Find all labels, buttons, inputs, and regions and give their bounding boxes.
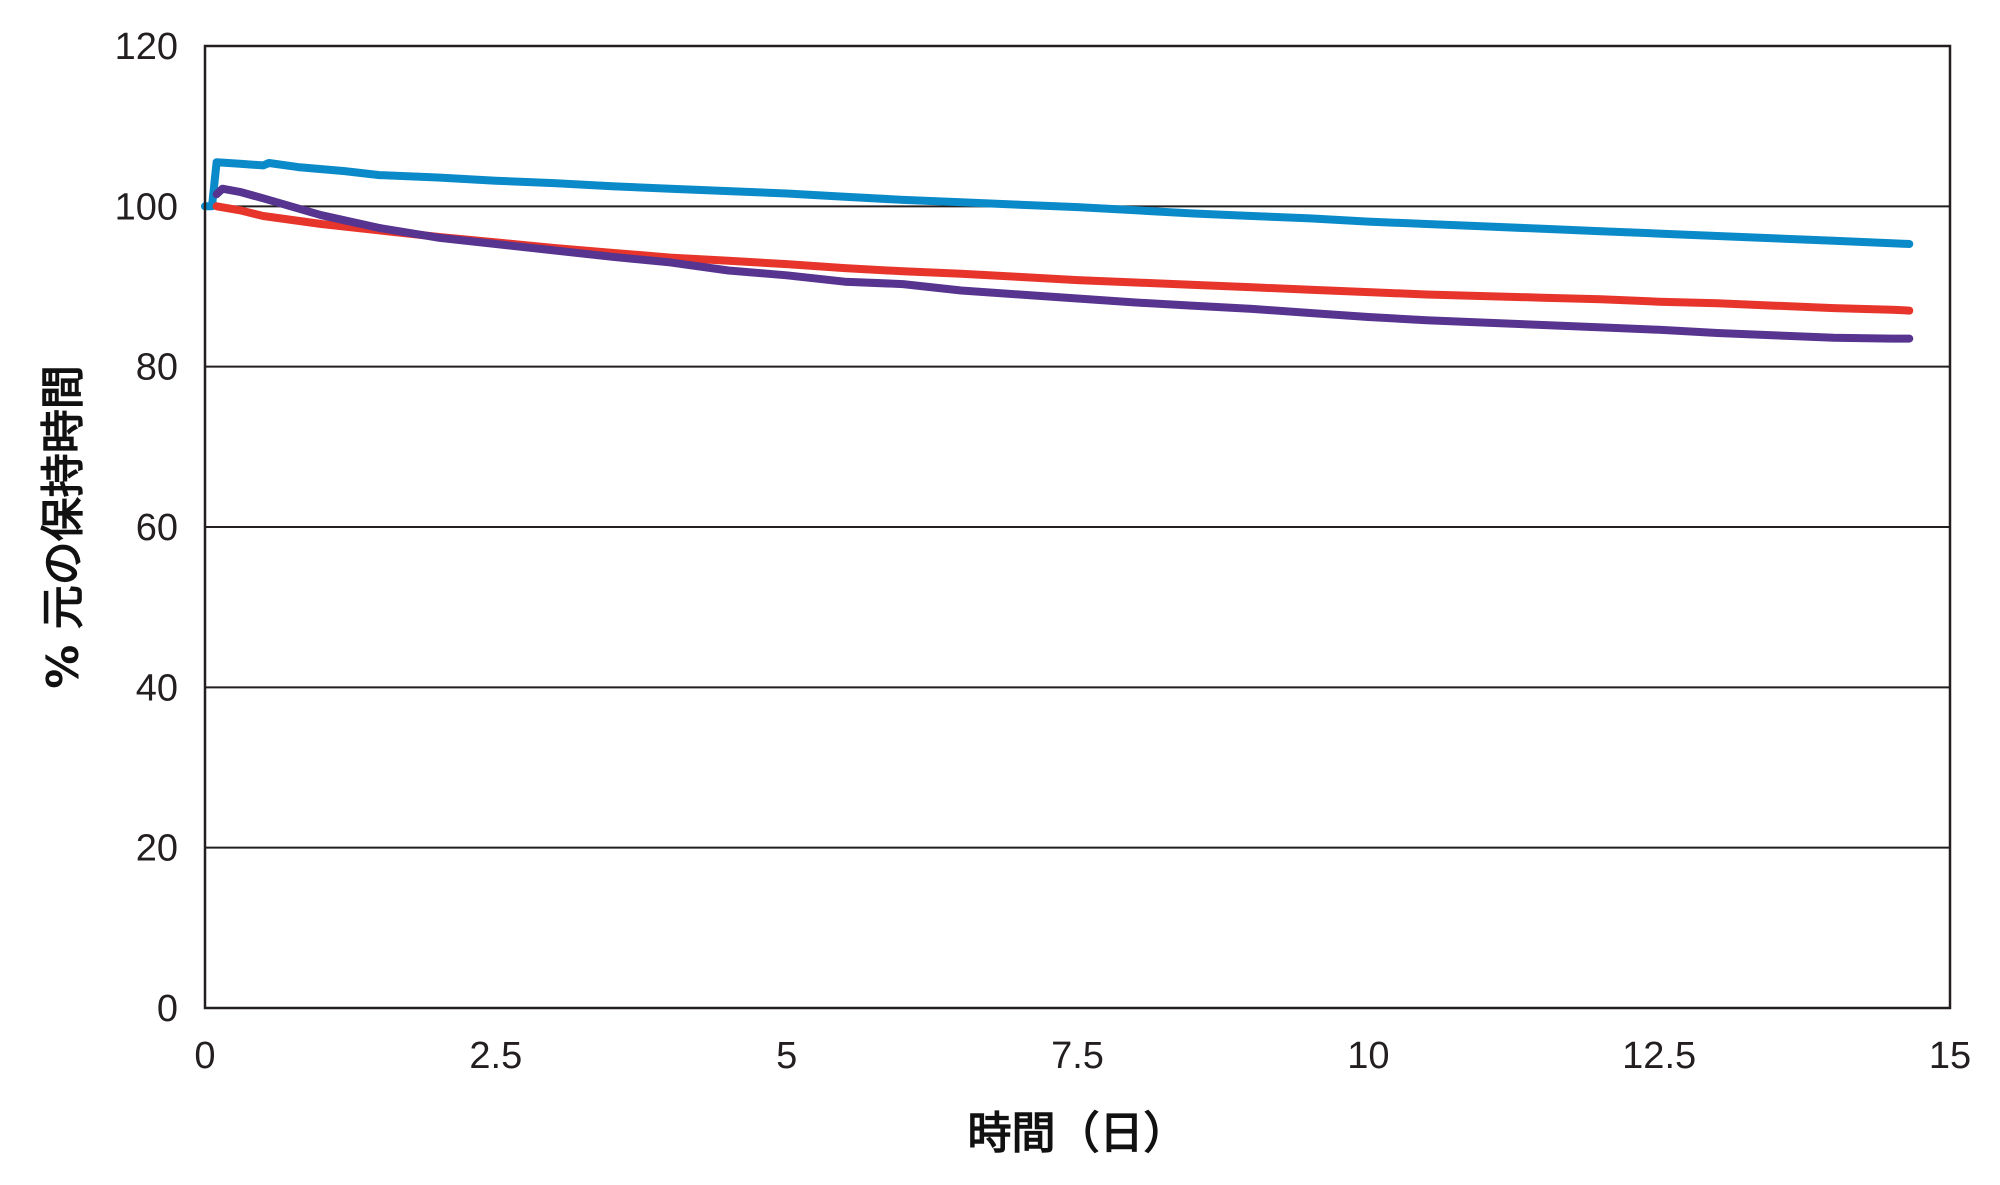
- y-axis-title: % 元の保持時間: [38, 365, 89, 688]
- y-tick-label: 60: [136, 507, 178, 549]
- y-tick-label: 0: [157, 988, 178, 1030]
- series-line-1: [201, 158, 1914, 248]
- x-tick-label: 12.5: [1622, 1035, 1696, 1077]
- x-tick-label: 10: [1347, 1035, 1389, 1077]
- y-axis-ticks: 0 20 40 60 80 100 120: [115, 26, 178, 1030]
- x-tick-label: 15: [1929, 1035, 1971, 1077]
- x-tick-label: 2.5: [469, 1035, 522, 1077]
- x-tick-label: 5: [776, 1035, 797, 1077]
- y-tick-label: 80: [136, 347, 178, 389]
- x-tick-label: 7.5: [1051, 1035, 1104, 1077]
- x-axis-title: 時間（日）: [968, 1108, 1188, 1159]
- y-tick-label: 100: [115, 186, 178, 228]
- x-axis-ticks: 0 2.5 5 7.5 10 12.5 15: [194, 1035, 1971, 1077]
- series-lines: [201, 158, 1914, 343]
- plot-area-frame: [203, 44, 1952, 1010]
- y-tick-label: 120: [115, 26, 178, 68]
- y-tick-label: 40: [136, 667, 178, 709]
- x-tick-label: 0: [194, 1035, 215, 1077]
- y-tick-label: 20: [136, 828, 178, 870]
- series-line-3: [212, 184, 1914, 343]
